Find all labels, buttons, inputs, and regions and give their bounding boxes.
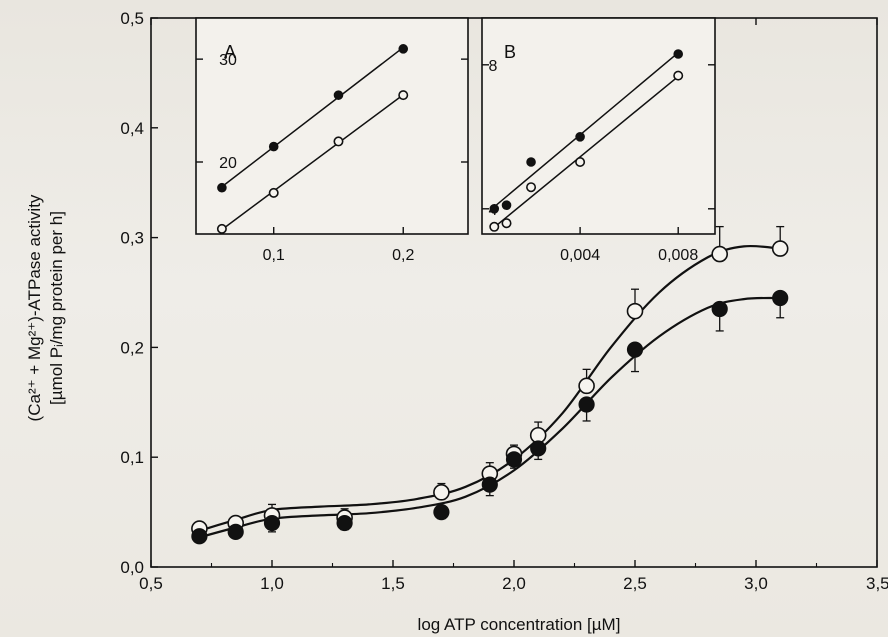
- B-point-filled-circle: [489, 204, 500, 214]
- main-y-tick-label: 0,1: [120, 448, 144, 467]
- series-filled-circle: [191, 289, 789, 545]
- A-point-filled-circle: [217, 182, 227, 193]
- B-fit-line-filled-circle: [493, 52, 679, 208]
- A-point-filled-circle: [398, 44, 409, 54]
- main-x-tick-label: 2,5: [623, 574, 647, 593]
- B-x-tick-label: 0,004: [560, 247, 600, 264]
- data-point-filled-circle: [263, 514, 281, 532]
- B-point-filled-circle: [575, 132, 585, 142]
- B-point-open-circle: [489, 221, 500, 232]
- main-x-tick-label: 2,0: [502, 574, 526, 593]
- B-point-open-circle: [575, 157, 586, 168]
- B-y-tick-label: 8: [489, 58, 498, 75]
- main-x-tick-label: 3,5: [866, 574, 888, 593]
- A-panel-label: A: [224, 42, 236, 62]
- A-panel: 0,1 0,2 20 30A: [195, 17, 469, 264]
- A-point-open-circle: [333, 136, 344, 147]
- main-y-tick-label: 0,3: [120, 229, 144, 248]
- data-point-filled-circle: [772, 289, 789, 307]
- data-point-open-circle: [711, 245, 729, 263]
- main-y-tick-label: 0,5: [120, 9, 144, 28]
- A-x-tick-label: 0,2: [392, 247, 414, 264]
- fit-curve-open-circle: [199, 244, 781, 532]
- B-point-filled-circle: [501, 200, 512, 210]
- B-point-open-circle: [526, 182, 537, 193]
- x-axis-title: log ATP concentration [µM]: [418, 615, 621, 634]
- data-point-filled-circle: [530, 440, 547, 457]
- data-point-filled-circle: [227, 523, 244, 540]
- A-x-tick-label: 0,1: [263, 247, 285, 264]
- data-point-filled-circle: [626, 341, 644, 358]
- A-point-open-circle: [216, 223, 227, 234]
- data-point-filled-circle: [191, 528, 208, 545]
- fit-curve-filled-circle: [199, 296, 781, 539]
- data-point-open-circle: [771, 240, 789, 257]
- main-y-tick-label: 0,4: [120, 119, 144, 138]
- main-x-tick-label: 0,5: [139, 574, 163, 593]
- B-point-open-circle: [673, 70, 684, 81]
- data-point-filled-circle: [578, 396, 595, 413]
- data-point-open-circle: [626, 302, 644, 320]
- A-frame: [195, 17, 469, 235]
- main-x-tick-label: 3,0: [744, 574, 768, 593]
- B-panel-label: B: [504, 42, 516, 62]
- data-point-filled-circle: [711, 300, 728, 318]
- main-y-tick-label: 0,2: [120, 338, 144, 357]
- main-y-tick-label: 0,0: [120, 558, 144, 577]
- A-y-tick-label: 20: [219, 155, 237, 172]
- data-point-filled-circle: [336, 514, 353, 532]
- data-point-filled-circle: [433, 503, 450, 521]
- y-axis-title-line-2: [µmol Pᵢ/mg protein per h]: [47, 211, 66, 405]
- data-point-filled-circle: [505, 451, 523, 468]
- B-x-tick-label: 0,008: [658, 247, 698, 264]
- A-fit-line-filled-circle: [221, 46, 404, 188]
- B-point-filled-circle: [526, 157, 536, 167]
- main-x-tick-label: 1,5: [381, 574, 405, 593]
- B-fit-line-open-circle: [493, 75, 679, 228]
- B-point-open-circle: [501, 218, 512, 229]
- A-point-filled-circle: [333, 90, 344, 100]
- A-point-filled-circle: [268, 141, 279, 152]
- main-panel: 0,5 1,0 1,5 2,0 2,5 3,0 3,5 0,0 0,1 0,2 0,3 0,4 0,5 l…: [25, 9, 888, 634]
- A-fit-line-open-circle: [221, 94, 404, 231]
- y-axis-title-line-1: (Ca²⁺ + Mg²⁺)-ATPase activity: [25, 194, 44, 421]
- A-point-open-circle: [398, 90, 409, 101]
- data-point-filled-circle: [481, 476, 498, 493]
- A-point-open-circle: [268, 187, 279, 198]
- B-point-filled-circle: [673, 49, 684, 59]
- data-point-open-circle: [578, 377, 595, 395]
- main-x-tick-label: 1,0: [260, 574, 284, 593]
- A-y-tick-label: 30: [219, 52, 237, 69]
- data-point-open-circle: [433, 484, 450, 501]
